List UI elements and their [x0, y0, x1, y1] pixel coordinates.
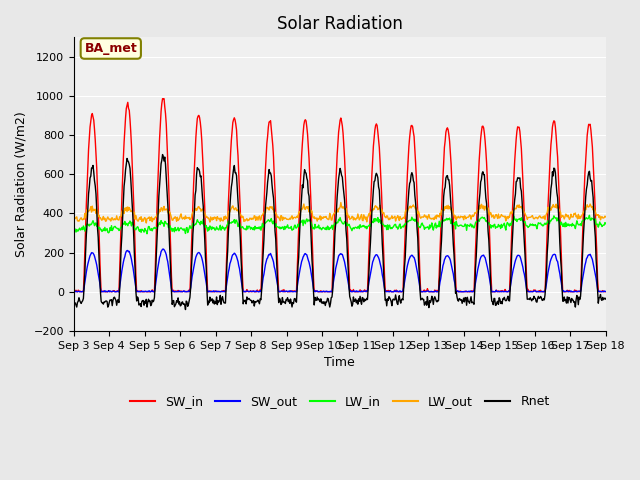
X-axis label: Time: Time: [324, 356, 355, 369]
Title: Solar Radiation: Solar Radiation: [276, 15, 403, 33]
Legend: SW_in, SW_out, LW_in, LW_out, Rnet: SW_in, SW_out, LW_in, LW_out, Rnet: [125, 390, 555, 413]
Y-axis label: Solar Radiation (W/m2): Solar Radiation (W/m2): [15, 111, 28, 257]
Text: BA_met: BA_met: [84, 42, 137, 55]
